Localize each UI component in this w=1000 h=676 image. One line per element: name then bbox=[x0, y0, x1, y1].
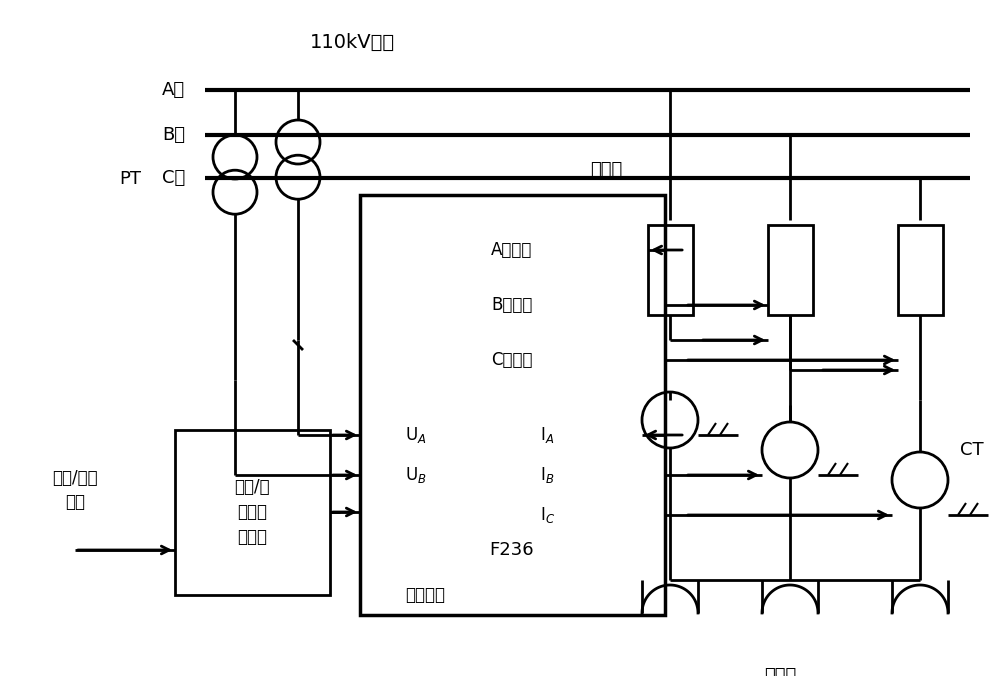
Text: B相分闸: B相分闸 bbox=[491, 296, 533, 314]
Bar bbox=[175, 430, 330, 595]
Text: I$_A$: I$_A$ bbox=[540, 425, 554, 445]
Text: I$_C$: I$_C$ bbox=[540, 505, 555, 525]
Bar bbox=[898, 225, 943, 315]
Text: C相: C相 bbox=[162, 169, 185, 187]
Text: U$_B$: U$_B$ bbox=[405, 465, 427, 485]
Text: PT: PT bbox=[119, 170, 141, 188]
Text: I$_B$: I$_B$ bbox=[540, 465, 554, 485]
Text: 电抗器: 电抗器 bbox=[764, 667, 796, 676]
Bar bbox=[768, 225, 813, 315]
Text: A相: A相 bbox=[162, 81, 185, 99]
Text: B相: B相 bbox=[162, 126, 185, 144]
Text: F236: F236 bbox=[490, 541, 534, 559]
Text: 手跳/遥跳
命令: 手跳/遥跳 命令 bbox=[52, 468, 98, 512]
Text: U$_A$: U$_A$ bbox=[405, 425, 426, 445]
Bar bbox=[360, 195, 665, 615]
Text: 断路器: 断路器 bbox=[590, 161, 622, 179]
Text: C相分闸: C相分闸 bbox=[491, 351, 533, 369]
Text: 同期/非
同期切
换选择: 同期/非 同期切 换选择 bbox=[234, 478, 270, 546]
Text: 110kV母线: 110kV母线 bbox=[310, 32, 395, 51]
Bar bbox=[648, 225, 693, 315]
Text: CT: CT bbox=[960, 441, 984, 459]
Text: A相分闸: A相分闸 bbox=[491, 241, 533, 259]
Text: 分闸命令: 分闸命令 bbox=[405, 586, 445, 604]
